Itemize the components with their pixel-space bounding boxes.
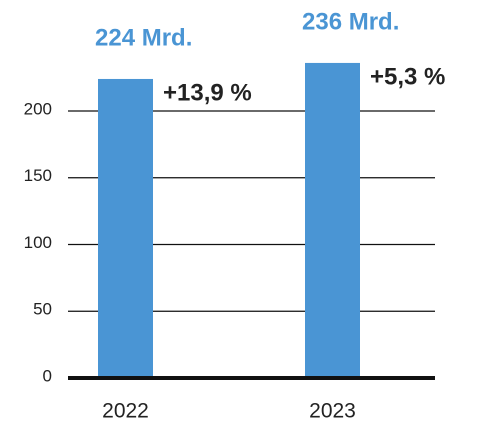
value-label: 236 Mrd.	[302, 8, 399, 35]
growth-annotation: +13,9 %	[163, 79, 252, 106]
y-tick-label: 150	[24, 166, 52, 185]
bar	[98, 78, 153, 379]
y-tick-label: 100	[24, 233, 52, 252]
y-tick-label: 200	[24, 99, 52, 118]
bar	[305, 62, 360, 378]
y-tick-label: 50	[33, 300, 52, 319]
y-tick-label: 0	[43, 366, 52, 385]
value-label: 224 Mrd.	[95, 24, 192, 51]
x-tick-label: 2023	[309, 400, 356, 423]
growth-annotation: +5,3 %	[370, 63, 445, 90]
x-tick-label: 2022	[102, 400, 149, 423]
